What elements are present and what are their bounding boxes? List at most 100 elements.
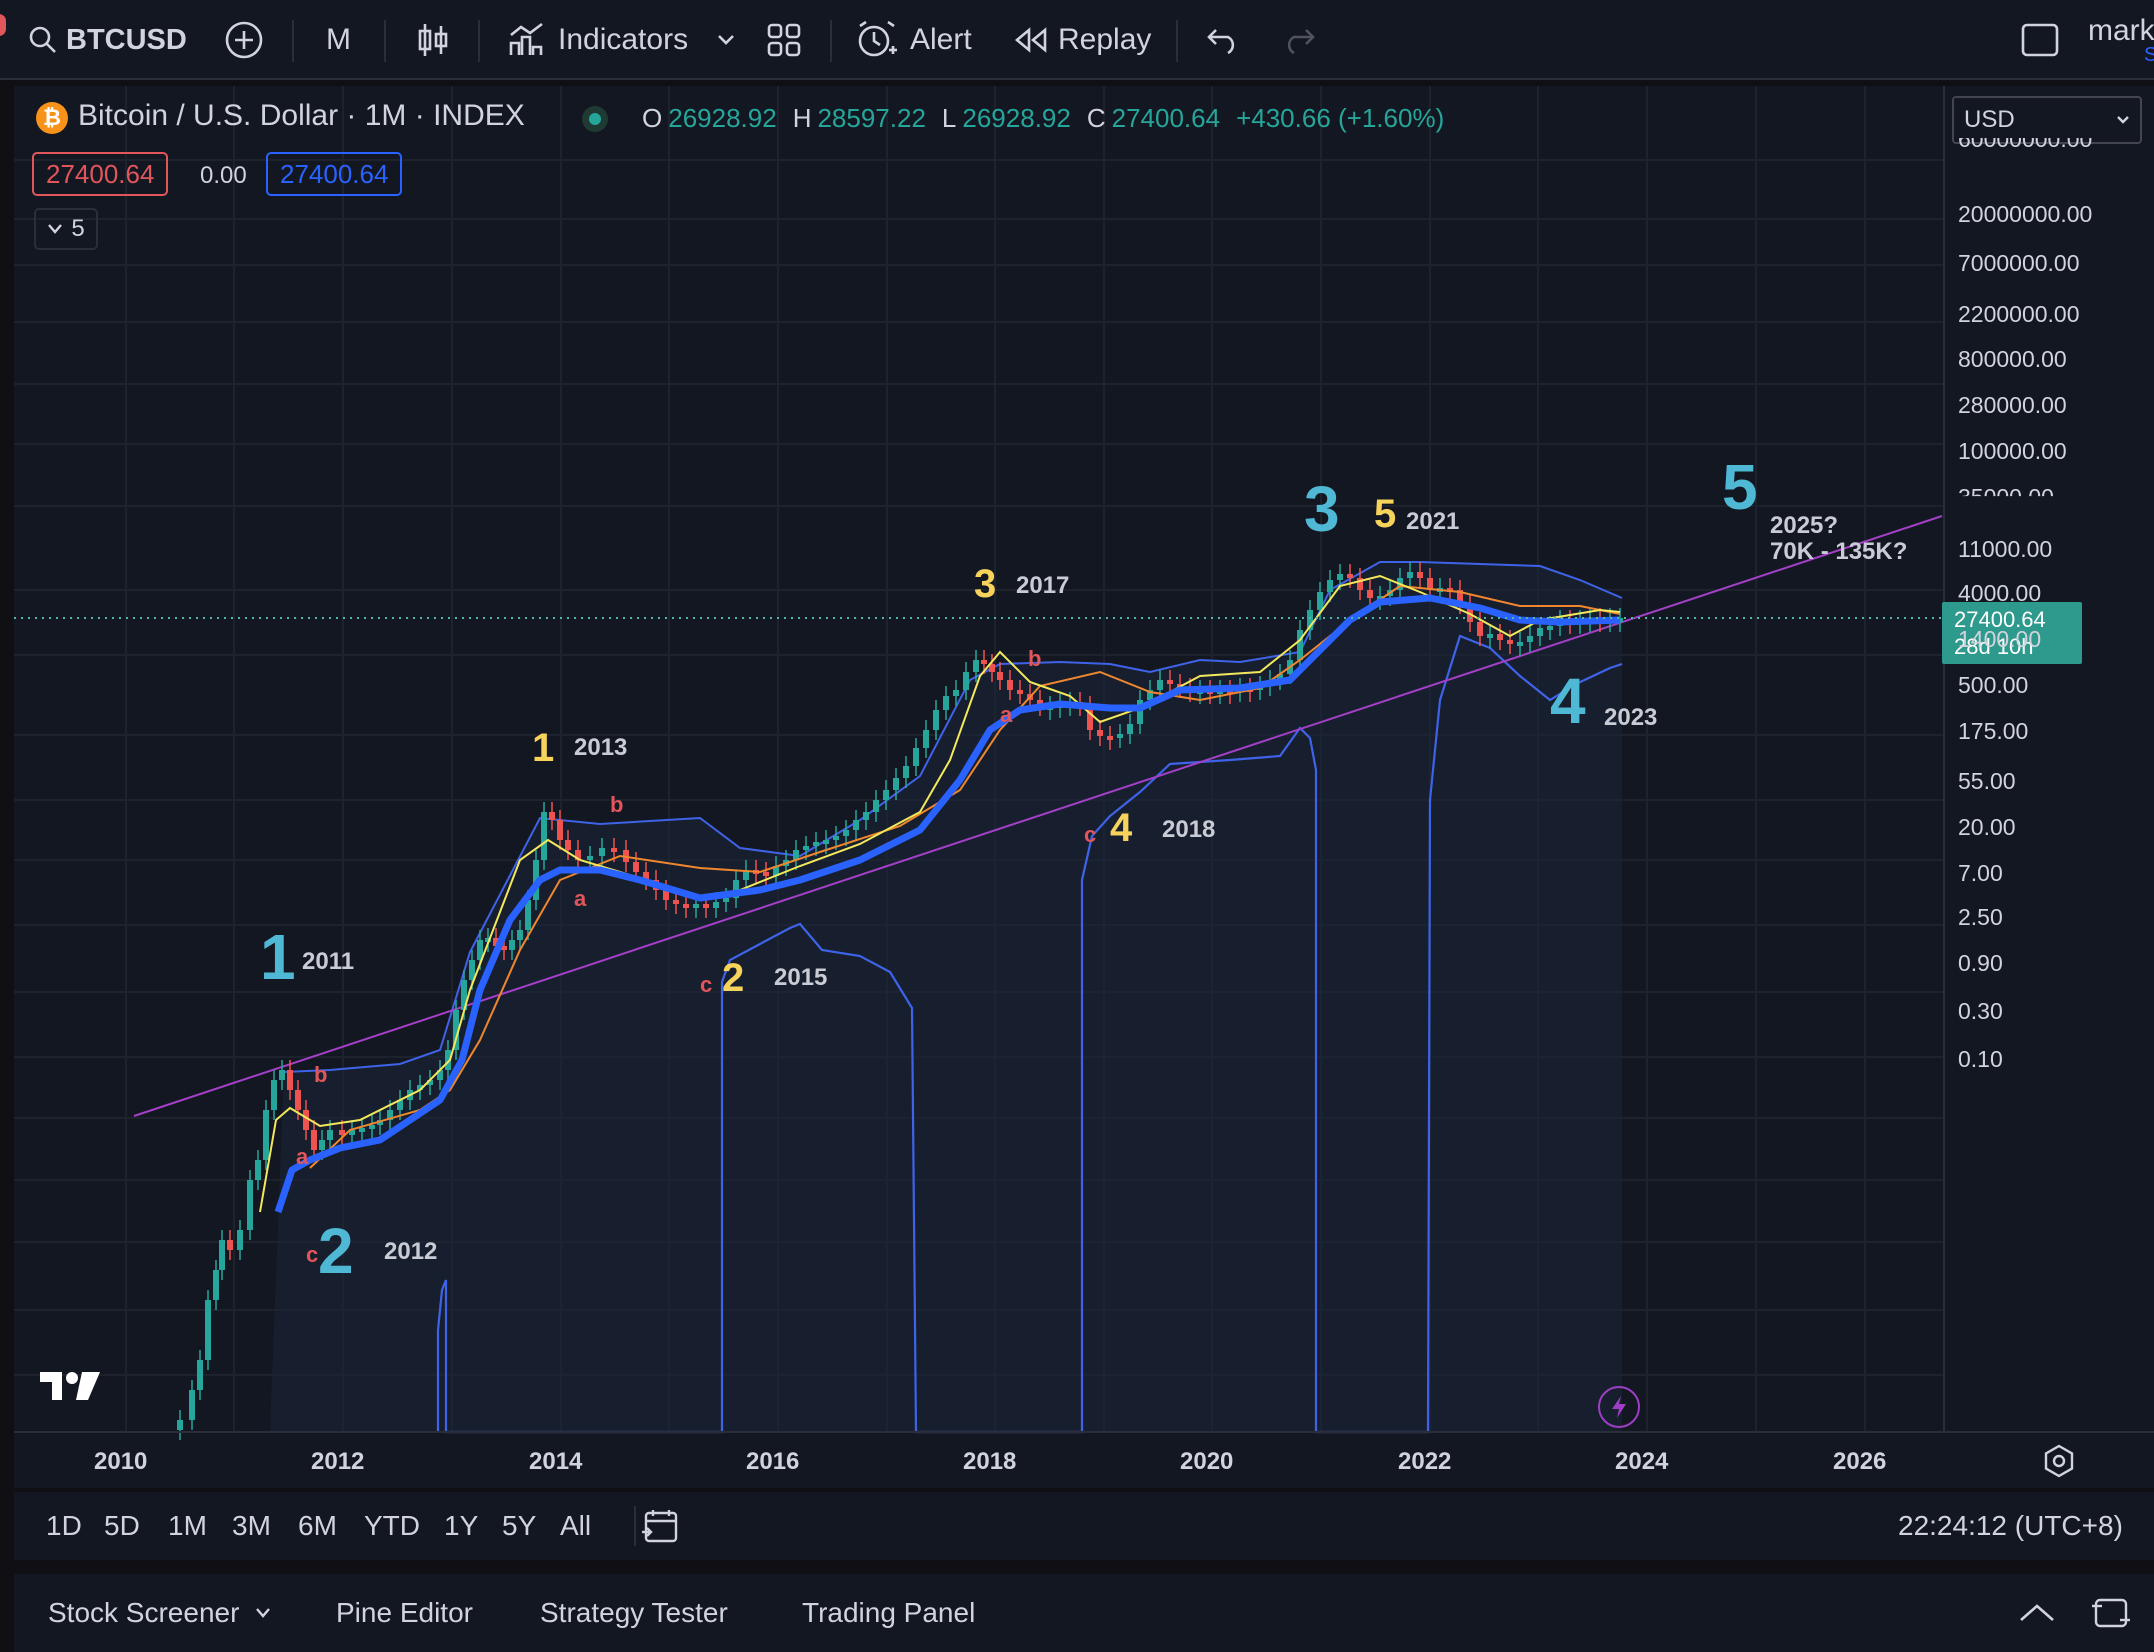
candle-body [953,690,959,696]
candle-body [763,872,769,876]
candle-body [803,846,809,850]
sub-label-c: c [306,1242,319,1267]
sub-label-a: a [1000,702,1013,727]
candle-body [673,900,679,904]
indicators-toggle[interactable]: 5 [34,208,98,250]
collapse-panel-button[interactable] [2018,1574,2056,1652]
maximize-panel-button[interactable] [2092,1574,2130,1652]
layout-button[interactable] [2020,0,2060,80]
sell-price-box[interactable]: 27400.64 [32,152,169,196]
window-icon [2021,23,2059,57]
range-button[interactable]: 1D [46,1510,82,1541]
undo-button[interactable] [1206,0,1240,80]
bar-countdown: 28d 10h [1954,634,2034,659]
alarm-clock-icon [858,20,897,57]
candle-body [417,1085,423,1090]
symbol-search[interactable]: BTCUSD [28,0,187,80]
alert-button[interactable]: Alert [856,0,972,80]
candle-body [1377,596,1383,600]
candle-body [943,696,949,710]
price-scale-label: 11000.00 [1958,536,2053,562]
tradingview-logo[interactable] [38,1368,102,1409]
go-to-date-button[interactable] [640,1492,680,1560]
candle-body [923,730,929,748]
range-button[interactable]: 5D [104,1510,140,1541]
currency-select[interactable]: USD [1952,96,2142,144]
sub-label-c: c [1084,822,1097,847]
interval-button[interactable]: M [326,0,351,80]
compare-button[interactable] [224,0,264,80]
price-scale-label: 2200000.00 [1958,301,2080,327]
sub-label-b: b [610,792,624,817]
candle-body [963,672,969,690]
indicators-dropdown[interactable] [716,0,736,80]
price-scale-label: 60000000.00 [1958,138,2093,152]
time-scale-label: 2022 [1398,1448,1452,1475]
candle-body [587,856,593,860]
candle-body [311,1130,317,1150]
symbol-title[interactable]: Bitcoin / U.S. Dollar · 1M · INDEX [78,99,525,132]
time-scale-label: 2020 [1180,1448,1234,1475]
clock[interactable]: 22:24:12 (UTC+8) [1898,1510,2123,1541]
range-button[interactable]: 6M [298,1510,337,1541]
price-scale-label: 500.00 [1958,672,2029,698]
candle-body [1487,634,1493,638]
candle-body [1277,674,1283,680]
price-scale-label: 2.50 [1958,904,2003,930]
spread-value: 0.00 [200,162,247,189]
tab-trading-panel[interactable]: Trading Panel [802,1574,975,1652]
candle-body [1367,590,1373,598]
candle-body [295,1090,301,1110]
redo-icon [1287,29,1315,54]
candle-body [461,980,467,1010]
low-value: 26928.92 [962,103,1071,133]
indicators-button[interactable]: Indicators [508,0,688,80]
sub-label-b: b [1028,646,1042,671]
interval-label: M [326,23,351,56]
ohlc-values: O 26928.92 H 28597.22 L 26928.92 C 27400.64 … [642,103,1444,134]
redo-button[interactable] [1282,0,1316,80]
price-scale-label: 4000.00 [1958,580,2042,606]
open-label: O [642,103,663,133]
tradingview-logo-icon [40,1372,100,1400]
chart-settings-button[interactable] [2042,1444,2076,1483]
year-label-2017: 2017 [1016,572,1070,599]
user-name[interactable]: mark [2088,14,2154,47]
candle-body [437,1070,443,1080]
chart-pane[interactable]: ₿ Bitcoin / U.S. Dollar · 1M · INDEX O 26… [14,86,2154,1488]
range-button[interactable]: All [560,1510,592,1541]
range-button[interactable]: 1M [168,1510,207,1541]
chart-type-button[interactable] [416,0,450,80]
ma-orange [309,584,1621,1169]
time-scale-label: 2016 [746,1448,800,1475]
candle-body [723,898,729,902]
candle-body [833,836,839,840]
candle-body [981,660,987,664]
lightning-button[interactable] [1598,1386,1640,1428]
tab-stock-screener[interactable]: Stock Screener [48,1574,271,1652]
candle-body [703,904,709,908]
candle-body [227,1240,233,1250]
buy-price-box[interactable]: 27400.64 [266,152,403,196]
range-button[interactable]: 3M [232,1510,271,1541]
candle-body [319,1140,325,1150]
tab-strategy-tester[interactable]: Strategy Tester [540,1574,728,1652]
price-scale-label: 280000.00 [1958,392,2067,418]
templates-button[interactable] [766,0,802,80]
range-button[interactable]: 5Y [502,1510,537,1541]
wave-label-1-2013: 1 [532,726,555,770]
market-status-icon[interactable] [582,106,608,132]
replay-button[interactable]: Replay [1014,0,1151,80]
indicators-icon [509,22,543,55]
tab-pine-editor[interactable]: Pine Editor [336,1574,473,1652]
time-scale-label: 2018 [963,1448,1017,1475]
candle-body [903,766,909,778]
range-button[interactable]: YTD [364,1510,420,1541]
price-chart[interactable] [14,86,2154,1488]
sub-label-a: a [296,1144,309,1169]
tab-label: Strategy Tester [540,1597,728,1628]
candle-body [773,866,779,876]
time-scale-label: 2014 [529,1448,583,1475]
candle-body [633,862,639,872]
range-button[interactable]: 1Y [444,1510,479,1541]
